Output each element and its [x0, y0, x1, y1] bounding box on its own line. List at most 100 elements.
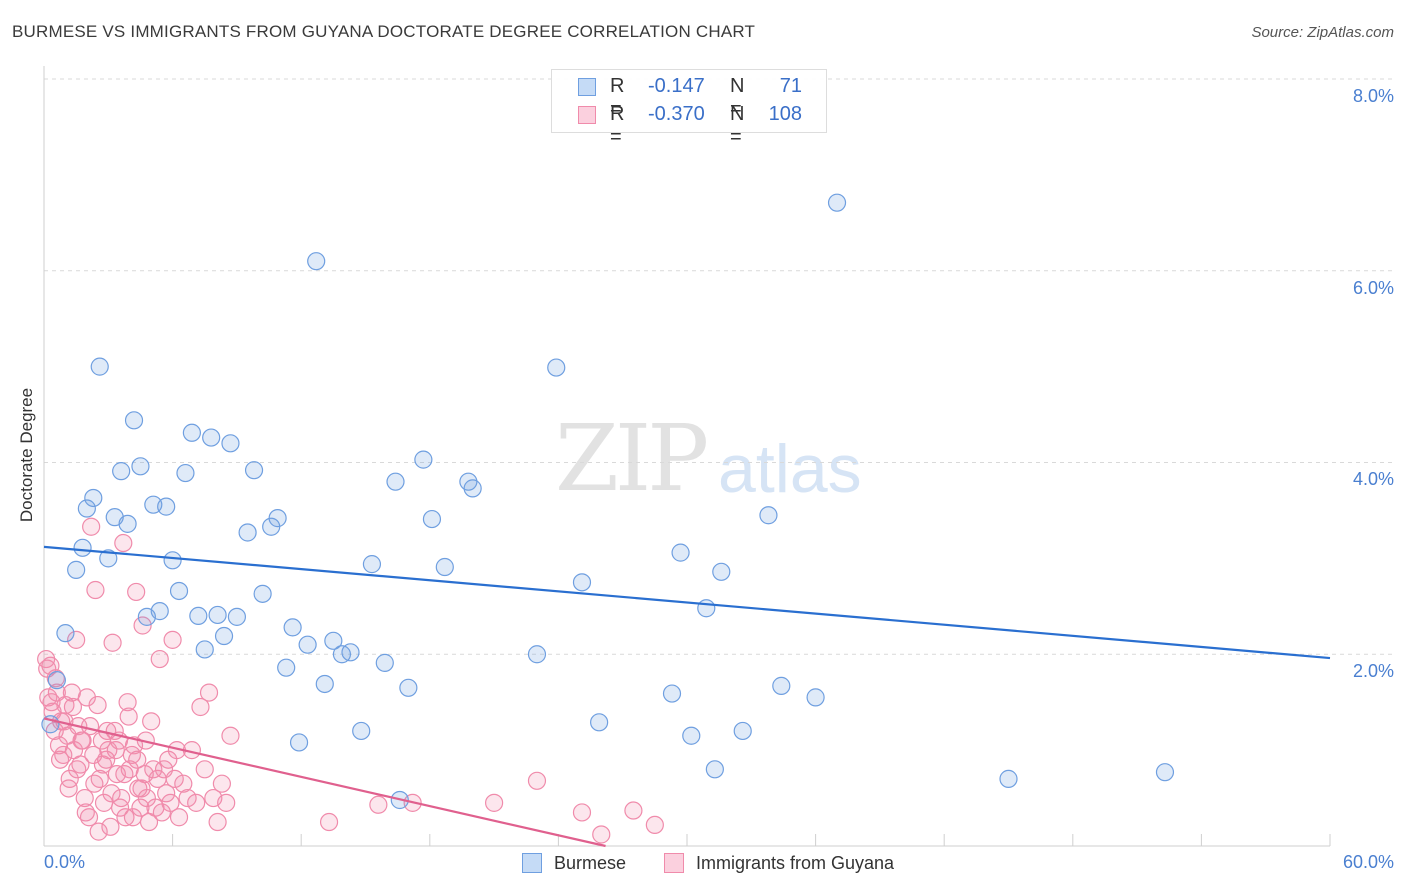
- guyana-point-76: [42, 693, 61, 712]
- guyana-point-59: [163, 630, 182, 649]
- guyana-point-104: [572, 803, 592, 822]
- burmese-point-59: [671, 543, 690, 562]
- watermark-atlas: atlas: [718, 431, 862, 507]
- legend-label-guyana: Immigrants from Guyana: [696, 853, 895, 873]
- guyana-point-97: [132, 779, 151, 798]
- guyana-point-49: [142, 712, 161, 731]
- burmese-point-19: [169, 581, 189, 601]
- guyana-point-16: [71, 755, 90, 774]
- n-value: 108: [768, 103, 802, 125]
- guyana-point-5: [47, 683, 66, 702]
- guyana-point-62: [169, 808, 189, 827]
- guyana-point-103: [527, 771, 547, 790]
- guyana-point-83: [72, 731, 91, 750]
- burmese-point-33: [268, 509, 287, 528]
- y-tick-label-6: 6.0%: [1352, 278, 1394, 298]
- burmese-point-45: [375, 653, 394, 672]
- burmese-point-46: [386, 472, 405, 491]
- guyana-point-11: [60, 769, 79, 788]
- r-label: R =: [610, 103, 625, 148]
- burmese-point-30: [244, 461, 264, 480]
- guyana-legend-swatch: [664, 853, 684, 873]
- guyana-point-30: [101, 817, 120, 836]
- guyana-point-66: [187, 793, 206, 812]
- burmese-point-2: [56, 624, 75, 643]
- burmese-point-63: [712, 562, 731, 581]
- burmese-point-49: [414, 450, 433, 469]
- n-label: N =: [730, 75, 745, 120]
- axes: [43, 66, 1330, 847]
- guyana-point-1: [39, 688, 58, 707]
- guyana-point-24: [88, 695, 107, 715]
- burmese-point-69: [999, 769, 1018, 788]
- burmese-point-42: [341, 643, 360, 662]
- guyana-trend-line: [43, 717, 606, 848]
- burmese-point-16: [150, 602, 169, 621]
- x-tick-label-min: 0.0%: [44, 852, 86, 872]
- burmese-point-12: [124, 411, 144, 430]
- guyana-point-93: [115, 764, 134, 784]
- burmese-point-36: [289, 733, 309, 752]
- legend: Burmese Immigrants from Guyana: [0, 851, 1406, 877]
- burmese-point-13: [131, 457, 150, 476]
- burmese-point-3: [67, 560, 86, 579]
- guyana-point-31: [103, 633, 122, 652]
- guyana-point-88: [93, 755, 113, 774]
- guyana-point-63: [174, 774, 193, 793]
- guyana-point-42: [127, 582, 146, 602]
- guyana-points: [37, 517, 664, 844]
- guyana-point-80: [59, 779, 78, 798]
- burmese-point-25: [208, 605, 227, 625]
- burmese-point-24: [202, 428, 221, 447]
- guyana-point-90: [102, 784, 121, 803]
- legend-label-burmese: Burmese: [554, 853, 627, 873]
- burmese-point-27: [221, 434, 240, 453]
- guyana-point-58: [161, 793, 180, 812]
- guyana-point-20: [79, 808, 99, 827]
- burmese-swatch: [578, 78, 596, 96]
- guyana-point-44: [131, 798, 150, 817]
- burmese-point-29: [238, 523, 257, 542]
- guyana-point-8: [54, 745, 73, 765]
- burmese-point-66: [772, 676, 791, 695]
- y-tick-label-4: 4.0%: [1352, 469, 1394, 489]
- r-value: -0.147: [648, 75, 705, 97]
- burmese-point-53: [463, 479, 482, 498]
- burmese-point-4: [73, 538, 92, 557]
- burmese-point-8: [99, 549, 118, 568]
- burmese-point-1: [47, 671, 66, 690]
- burmese-point-40: [324, 631, 343, 650]
- guyana-point-78: [50, 750, 70, 769]
- guyana-point-35: [112, 788, 131, 808]
- guyana-point-107: [645, 815, 664, 835]
- burmese-point-38: [307, 252, 326, 271]
- guyana-point-91: [106, 741, 125, 760]
- burmese-point-37: [298, 635, 317, 654]
- guyana-point-18: [75, 788, 94, 808]
- burmese-point-11: [118, 514, 137, 533]
- guyana-point-60: [165, 769, 184, 788]
- burmese-point-68: [827, 193, 847, 212]
- burmese-point-31: [253, 584, 272, 603]
- burmese-point-18: [163, 551, 182, 570]
- guyana-point-72: [212, 774, 231, 793]
- burmese-point-54: [527, 645, 547, 664]
- guyana-point-50: [144, 760, 163, 779]
- burmese-point-20: [176, 463, 195, 483]
- guyana-point-87: [89, 822, 108, 841]
- burmese-point-26: [214, 626, 234, 646]
- chart-title: BURMESE VS IMMIGRANTS FROM GUYANA DOCTOR…: [12, 22, 756, 41]
- source-credit: Source: ZipAtlas.com: [1251, 24, 1394, 41]
- guyana-point-94: [119, 707, 138, 726]
- x-tick-marks: [43, 834, 1331, 846]
- x-tick-label-max: 60.0%: [1342, 852, 1394, 872]
- guyana-point-102: [485, 793, 504, 812]
- burmese-point-61: [697, 599, 716, 618]
- burmese-point-65: [759, 506, 778, 525]
- burmese-point-7: [90, 357, 109, 376]
- burmese-point-57: [590, 713, 609, 732]
- guyana-point-21: [82, 517, 101, 536]
- burmese-point-39: [315, 674, 334, 694]
- burmese-point-67: [806, 688, 825, 707]
